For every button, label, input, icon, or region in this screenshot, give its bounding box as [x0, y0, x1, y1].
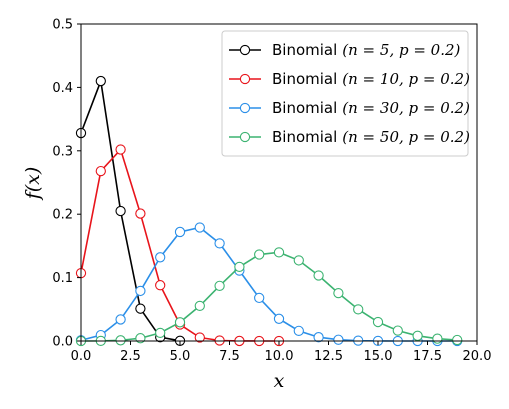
legend-frame	[221, 30, 469, 157]
legend-series-name: Binomial	[272, 128, 337, 146]
x-tick-label: 0.0	[71, 349, 92, 364]
data-point	[273, 313, 285, 324]
legend-label: Binomial (n = 50, p = 0.2)	[272, 128, 470, 146]
data-point	[194, 222, 205, 233]
x-axis-label: x	[274, 370, 285, 392]
y-tick-label: 0.5	[52, 18, 73, 33]
data-point	[432, 333, 443, 344]
data-point	[214, 280, 225, 291]
data-point	[452, 334, 463, 346]
x-tick-label: 15.0	[364, 349, 393, 364]
x-axis: 0.0 2.5 5.0 7.5 10.0 12.5 15.0 17.5 20.0	[71, 341, 492, 364]
legend-item: Binomial (n = 50, p = 0.2)	[229, 128, 470, 146]
x-tick-label: 5.0	[170, 349, 191, 364]
data-point	[293, 325, 304, 337]
legend-item: Binomial (n = 30, p = 0.2)	[229, 99, 470, 117]
data-point	[155, 327, 166, 339]
series-1	[75, 144, 285, 347]
data-point	[313, 332, 324, 343]
legend-marker	[239, 44, 251, 56]
y-tick-label: 0.4	[52, 81, 73, 96]
legend-series-params: (n = 30, p = 0.2)	[342, 99, 470, 117]
legend-series-name: Binomial	[272, 99, 337, 117]
data-point	[135, 303, 146, 314]
x-tick-label: 12.5	[314, 349, 343, 364]
data-point	[392, 325, 403, 336]
x-tick-label: 10.0	[265, 349, 294, 364]
y-axis-label: f(x)	[22, 167, 44, 202]
legend-item: Binomial (n = 5, p = 0.2)	[229, 41, 461, 59]
legend-series-params: (n = 10, p = 0.2)	[342, 70, 470, 88]
legend-series-params: (n = 50, p = 0.2)	[342, 128, 470, 146]
data-point	[115, 335, 126, 346]
data-point	[353, 304, 364, 315]
legend-marker	[239, 102, 251, 114]
data-point	[135, 285, 146, 297]
data-point	[95, 165, 106, 177]
x-tick-label: 7.5	[219, 349, 240, 364]
legend-marker	[239, 131, 251, 143]
data-point	[254, 249, 265, 260]
data-point	[174, 226, 186, 238]
data-point	[174, 317, 186, 328]
legend-series-name: Binomial	[272, 70, 337, 88]
legend-item: Binomial (n = 10, p = 0.2)	[229, 70, 470, 88]
series-3	[75, 247, 463, 347]
data-point	[214, 335, 225, 346]
data-point	[333, 287, 344, 299]
data-point	[313, 270, 324, 281]
data-point	[155, 280, 166, 291]
legend-series-name: Binomial	[272, 41, 337, 59]
y-tick-label: 0.0	[52, 335, 73, 350]
legend-label: Binomial (n = 10, p = 0.2)	[272, 70, 470, 88]
series-2	[75, 222, 463, 347]
data-point	[234, 261, 245, 273]
legend-series-params: (n = 5, p = 0.2)	[342, 41, 460, 59]
series-line	[80, 226, 458, 342]
y-tick-label: 0.2	[52, 208, 73, 223]
y-tick-label: 0.3	[52, 144, 73, 159]
legend-label: Binomial (n = 30, p = 0.2)	[272, 99, 470, 117]
legend: Binomial (n = 5, p = 0.2) Binomial (n = 10,…	[221, 30, 470, 157]
data-point	[254, 292, 265, 304]
x-tick-label: 17.5	[413, 349, 442, 364]
legend-label: Binomial (n = 5, p = 0.2)	[272, 41, 461, 59]
data-point	[412, 330, 423, 341]
data-point	[214, 238, 225, 249]
data-point	[293, 255, 304, 266]
legend-marker	[239, 73, 251, 85]
data-point	[115, 314, 126, 325]
data-point	[115, 144, 126, 155]
series-line	[80, 147, 279, 342]
data-point	[115, 205, 126, 217]
data-point	[372, 316, 384, 328]
data-point	[273, 247, 285, 258]
data-point	[333, 334, 344, 345]
x-tick-label: 20.0	[463, 349, 492, 364]
y-axis: 0.0 0.1 0.2 0.3 0.4 0.5	[52, 18, 81, 350]
data-point	[155, 252, 166, 263]
y-tick-label: 0.1	[52, 271, 73, 286]
data-point	[95, 75, 106, 87]
data-point	[135, 208, 146, 219]
series-line	[80, 77, 181, 342]
x-tick-label: 2.5	[120, 349, 141, 364]
data-point	[194, 300, 205, 312]
data-point	[194, 332, 205, 343]
